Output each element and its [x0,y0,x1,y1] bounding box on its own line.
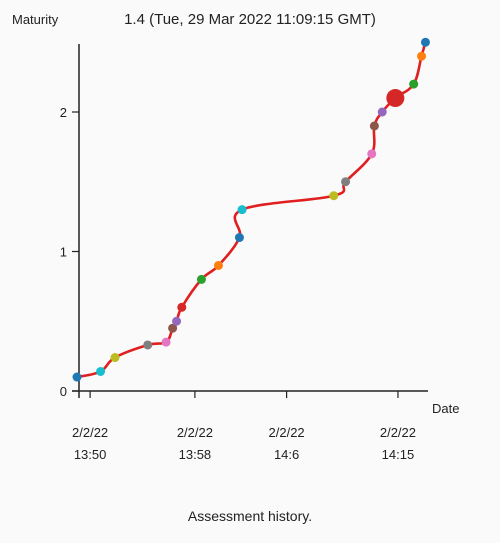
series-line-layer [76,41,427,379]
x-tick-time-label: 13:58 [179,447,212,462]
data-points [72,37,430,382]
data-point [72,372,82,382]
y-tick-label: 1 [60,245,67,260]
x-tick-time-label: 14:15 [382,447,415,462]
hover-readout: 1.4 (Tue, 29 Mar 2022 11:09:15 GMT) [124,11,376,28]
data-point [213,260,223,270]
maturity-series-line [76,41,427,379]
x-tick-date-label: 2/2/22 [72,425,108,440]
y-tick-label: 0 [60,384,67,399]
data-point [161,337,171,347]
data-point [172,316,182,326]
data-point [168,323,178,333]
data-point [329,191,339,201]
data-point [420,37,430,47]
chart-caption: Assessment history. [187,508,313,524]
data-point [377,107,387,117]
axes: 0 1 2 2/2/22 13:50 2/2/22 13:58 2/2/22 14:6 2/2/2… [60,44,428,462]
x-tick-date-label: 2/2/22 [177,425,213,440]
data-point [110,353,120,363]
x-tick-time-label: 13:50 [74,447,107,462]
data-point [177,302,187,312]
x-tick-time-label: 14:6 [274,447,299,462]
data-point [417,51,427,61]
x-axis-title: Date [432,401,459,416]
x-tick-date-label: 2/2/22 [380,425,416,440]
data-point [234,233,244,243]
y-axis-title: Maturity [12,12,59,27]
data-point [237,205,247,215]
data-point [409,79,419,89]
data-point [367,149,377,159]
data-point [143,340,153,350]
data-point [196,274,206,284]
highlighted-data-point [386,89,405,108]
y-tick-label: 2 [60,105,67,120]
data-point [341,177,351,187]
x-tick-date-label: 2/2/22 [269,425,305,440]
data-point [369,121,379,131]
data-point [96,366,106,376]
